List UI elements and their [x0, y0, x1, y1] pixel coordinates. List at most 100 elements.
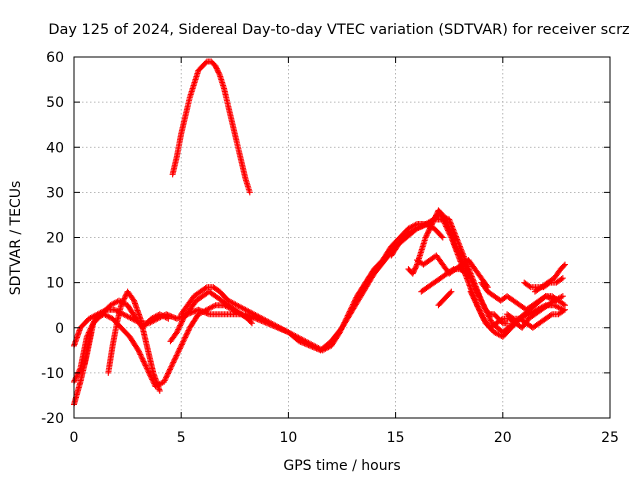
data-point: [215, 69, 222, 76]
data-point: [137, 352, 144, 359]
data-point: [118, 302, 125, 309]
data-point: [477, 295, 484, 302]
data-point: [141, 359, 148, 366]
data-point: [412, 265, 419, 272]
data-point: [259, 318, 266, 325]
series-tr5: [105, 288, 163, 394]
series-tr4: [81, 329, 95, 367]
data-point: [473, 287, 480, 294]
y-tick-label: 60: [46, 50, 64, 66]
data-point: [431, 215, 438, 222]
data-point: [183, 331, 190, 338]
data-point: [170, 358, 177, 365]
x-tick-label: 20: [494, 430, 512, 446]
data-point: [161, 377, 168, 384]
data-point: [163, 373, 170, 380]
data-point: [426, 225, 433, 232]
data-point: [466, 273, 473, 280]
data-point: [270, 323, 277, 330]
data-point: [214, 68, 221, 75]
data-point: [479, 300, 486, 307]
data-point: [468, 291, 475, 298]
data-point: [169, 314, 176, 321]
data-point: [547, 312, 554, 319]
data-point: [266, 321, 273, 328]
data-point: [471, 296, 478, 303]
data-point: [170, 359, 177, 366]
data-point: [411, 266, 418, 273]
data-point: [178, 342, 185, 349]
data-point: [448, 288, 455, 295]
data-point: [163, 314, 170, 321]
data-point: [453, 244, 460, 251]
data-point: [246, 312, 253, 319]
data-point: [455, 249, 462, 256]
data-point: [181, 335, 188, 342]
data-point: [468, 290, 475, 297]
data-point: [424, 230, 431, 237]
data-point: [269, 322, 276, 329]
data-point: [429, 219, 436, 226]
data-point: [444, 220, 451, 227]
data-point: [561, 306, 568, 313]
data-point: [312, 345, 319, 352]
data-point: [480, 301, 487, 308]
data-point: [476, 293, 483, 300]
data-point: [477, 296, 484, 303]
data-point: [179, 318, 186, 325]
data-point: [541, 294, 548, 301]
data-point: [429, 220, 436, 227]
y-tick-label: 30: [46, 185, 64, 201]
data-point: [476, 306, 483, 313]
data-point: [463, 270, 470, 277]
x-tick-label: 5: [177, 430, 186, 446]
data-point: [433, 211, 440, 218]
data-point: [479, 313, 486, 320]
data-point: [558, 293, 565, 300]
data-point: [282, 328, 289, 335]
data-point: [176, 323, 183, 330]
data-point: [560, 301, 567, 308]
data-point: [192, 307, 199, 314]
data-point: [445, 224, 452, 231]
data-point: [249, 314, 256, 321]
data-point: [166, 366, 173, 373]
data-point: [302, 341, 309, 348]
data-point: [174, 327, 181, 334]
data-point: [177, 344, 184, 351]
x-tick-label: 25: [601, 430, 619, 446]
data-point: [425, 228, 432, 235]
data-point: [467, 274, 474, 281]
data-point: [470, 295, 477, 302]
data-point: [261, 319, 268, 326]
data-point: [440, 213, 447, 220]
data-point: [248, 320, 255, 327]
data-point: [472, 299, 479, 306]
data-point: [447, 227, 454, 234]
data-point: [251, 315, 258, 322]
y-tick-label: 10: [46, 276, 64, 292]
data-point: [296, 338, 303, 345]
data-point: [458, 256, 465, 263]
data-point: [471, 282, 478, 289]
data-point: [247, 319, 254, 326]
data-point: [447, 289, 454, 296]
data-point: [559, 275, 566, 282]
data-point: [204, 310, 211, 317]
x-tick-label: 0: [70, 430, 79, 446]
data-point: [213, 64, 220, 71]
y-tick-label: 0: [55, 321, 64, 337]
data-point: [423, 233, 430, 240]
series-tr8: [169, 58, 253, 196]
data-point: [189, 308, 196, 315]
data-point: [182, 333, 189, 340]
data-point: [178, 319, 185, 326]
data-point: [425, 229, 432, 236]
data-point: [277, 325, 284, 332]
data-point: [474, 302, 481, 309]
data-point: [169, 360, 176, 367]
data-point: [176, 345, 183, 352]
series-tr6: [167, 288, 255, 345]
data-point: [455, 248, 462, 255]
